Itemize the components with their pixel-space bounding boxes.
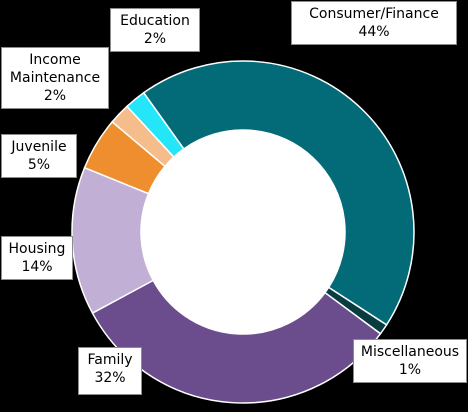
label-housing-name: Housing	[8, 241, 66, 257]
label-education-pct: 2%	[143, 31, 167, 47]
donut-slices	[71, 60, 415, 404]
label-consumer-finance-pct: 44%	[358, 24, 390, 40]
label-family: Family 32%	[78, 347, 142, 395]
label-miscellaneous-name: Miscellaneous	[360, 344, 460, 360]
label-income-maintenance-line2: Maintenance	[9, 70, 101, 86]
label-juvenile-pct: 5%	[27, 157, 51, 173]
label-juvenile-name: Juvenile	[11, 139, 67, 155]
label-miscellaneous: Miscellaneous 1%	[353, 339, 467, 383]
label-juvenile: Juvenile 5%	[1, 134, 77, 178]
label-housing: Housing 14%	[1, 236, 73, 280]
label-consumer-finance: Consumer/Finance 44%	[291, 1, 457, 45]
label-miscellaneous-pct: 1%	[398, 362, 422, 378]
label-income-maintenance: Income Maintenance 2%	[1, 47, 109, 109]
label-education-name: Education	[120, 13, 190, 29]
label-education: Education 2%	[110, 8, 200, 52]
donut-hole	[141, 130, 345, 334]
label-housing-pct: 14%	[21, 259, 53, 275]
label-consumer-finance-name: Consumer/Finance	[309, 6, 439, 22]
label-family-name: Family	[87, 352, 133, 368]
slice-consumer-finance	[142, 60, 415, 326]
label-income-maintenance-pct: 2%	[43, 88, 67, 104]
label-income-maintenance-line1: Income	[29, 52, 81, 68]
label-family-pct: 32%	[94, 370, 126, 386]
